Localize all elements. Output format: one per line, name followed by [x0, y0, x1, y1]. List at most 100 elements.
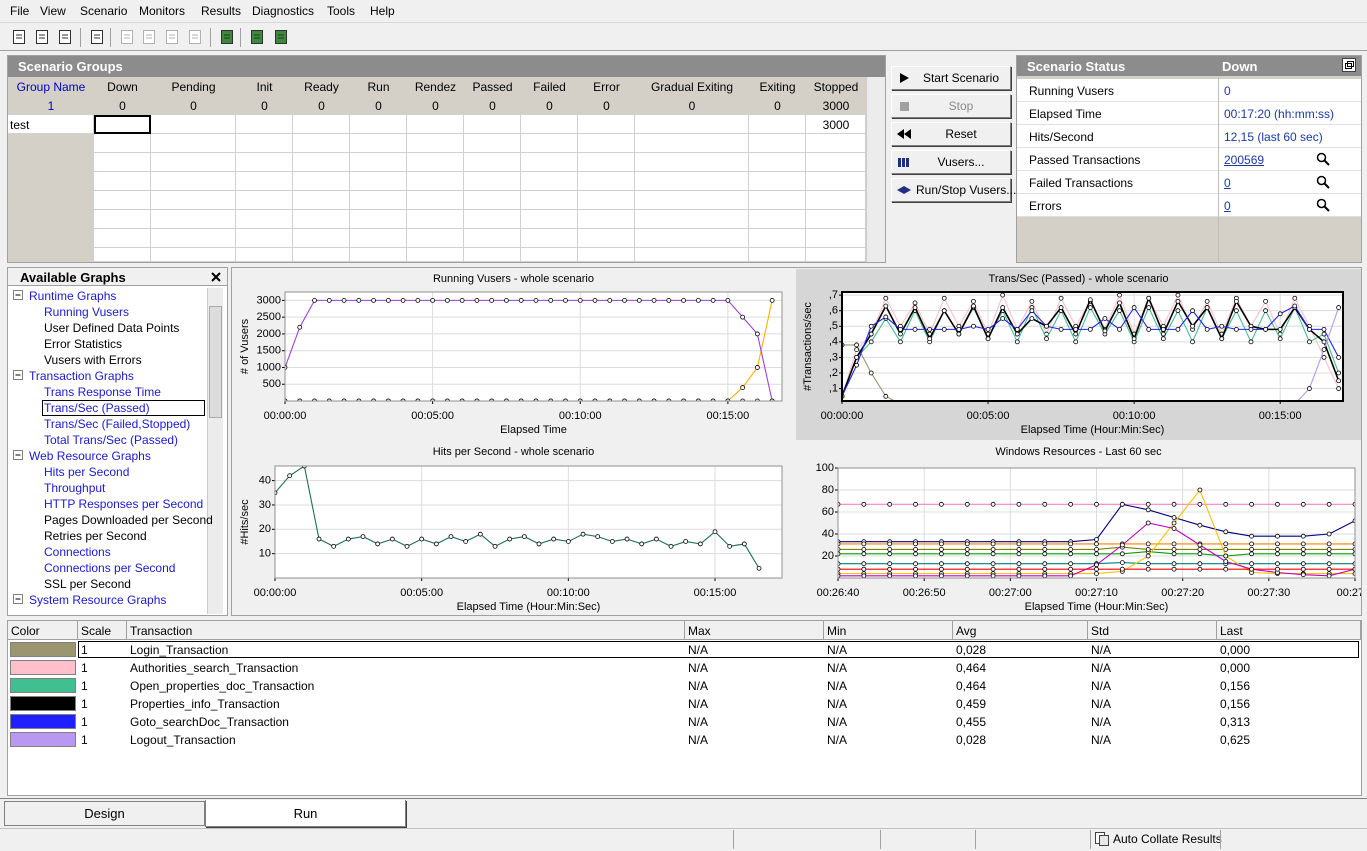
expander[interactable] — [13, 290, 24, 301]
table-cell[interactable]: 0,028 — [956, 643, 987, 657]
tree-group[interactable]: System Resource Graphs — [29, 593, 167, 607]
tree-item[interactable]: Running Vusers — [44, 305, 129, 319]
table-cell[interactable]: 0,455 — [956, 715, 987, 729]
toolbar-button[interactable] — [88, 28, 106, 46]
tree-item[interactable]: Error Statistics — [44, 337, 123, 351]
table-cell[interactable]: 0,000 — [1220, 643, 1251, 657]
table-cell[interactable]: N/A — [827, 697, 848, 711]
toolbar-button[interactable] — [218, 28, 236, 46]
table-cell[interactable]: N/A — [688, 643, 709, 657]
table-cell[interactable]: 1 — [81, 661, 88, 675]
status-value[interactable]: 200569 — [1224, 153, 1265, 167]
selected-cell[interactable] — [94, 115, 151, 134]
table-cell[interactable]: N/A — [688, 697, 709, 711]
tree-item[interactable]: SSL per Second — [44, 577, 131, 591]
chart[interactable]: Hits per Second - whole scenario Elapsed … — [233, 442, 794, 615]
tree-item[interactable]: Trans Response Time — [44, 385, 161, 399]
button-label[interactable]: Start Scenario — [922, 71, 1000, 85]
table-cell[interactable]: N/A — [688, 733, 709, 747]
menu-item[interactable]: View — [40, 4, 66, 18]
table-cell[interactable]: 1 — [81, 643, 88, 657]
button[interactable] — [891, 66, 1011, 90]
menu-item[interactable]: Scenario — [80, 4, 128, 18]
table-cell[interactable]: N/A — [1091, 661, 1112, 675]
table-cell[interactable]: 0,464 — [956, 661, 987, 675]
tree-item[interactable]: Pages Downloaded per Second — [44, 513, 213, 527]
tree-item[interactable]: Connections per Second — [44, 561, 176, 575]
tree-item[interactable]: Trans/Sec (Failed,Stopped) — [44, 417, 191, 431]
table-cell[interactable]: 0,313 — [1220, 715, 1251, 729]
status-value[interactable]: 0 — [1224, 176, 1231, 190]
scrollbar[interactable] — [866, 77, 885, 262]
table-cell[interactable]: 1 — [81, 715, 88, 729]
toolbar-button[interactable] — [186, 28, 204, 46]
tree-group[interactable]: Runtime Graphs — [29, 289, 117, 303]
menu-item[interactable]: Monitors — [139, 4, 186, 18]
tree-item[interactable]: Hits per Second — [44, 465, 130, 479]
table-cell[interactable]: Open_properties_doc_Transaction — [130, 679, 315, 693]
table-cell[interactable]: 0,156 — [1220, 679, 1251, 693]
expander[interactable] — [13, 370, 24, 381]
tab-label[interactable]: Design — [84, 806, 125, 821]
magnifier[interactable] — [1316, 198, 1330, 212]
table-cell[interactable]: N/A — [1091, 643, 1112, 657]
selected-row[interactable] — [78, 641, 1359, 658]
table-cell[interactable]: N/A — [827, 679, 848, 693]
table-cell[interactable]: N/A — [1091, 679, 1112, 693]
toolbar-button[interactable] — [248, 28, 266, 46]
table-cell[interactable]: Logout_Transaction — [130, 733, 236, 747]
table-cell[interactable]: 0,459 — [956, 697, 987, 711]
magnifier[interactable] — [1316, 175, 1330, 189]
table-cell[interactable]: Login_Transaction — [130, 643, 229, 657]
table-cell[interactable]: N/A — [1091, 733, 1112, 747]
table-cell[interactable]: Goto_searchDoc_Transaction — [130, 715, 289, 729]
toolbar-button[interactable] — [10, 28, 28, 46]
tree-item[interactable]: Connections — [44, 545, 111, 559]
table-cell[interactable]: 1 — [81, 679, 88, 693]
toolbar-button[interactable] — [163, 28, 181, 46]
menu-item[interactable]: File — [10, 4, 30, 18]
toolbar-button[interactable] — [56, 28, 74, 46]
table-cell[interactable]: Properties_info_Transaction — [130, 697, 280, 711]
tree-item[interactable]: Throughput — [44, 481, 106, 495]
button-label[interactable]: Run/Stop Vusers... — [916, 183, 1017, 197]
toolbar-button[interactable] — [272, 28, 290, 46]
chart[interactable]: Windows Resources - Last 60 sec Elapsed T… — [796, 442, 1361, 615]
scrollbar[interactable] — [207, 288, 223, 614]
menu-item[interactable]: Tools — [327, 4, 356, 18]
button-label[interactable]: Reset — [945, 127, 977, 141]
table-cell[interactable]: 1 — [81, 733, 88, 747]
table-cell[interactable]: 0,000 — [1220, 661, 1251, 675]
toolbar-button[interactable] — [140, 28, 158, 46]
table-cell[interactable]: N/A — [688, 661, 709, 675]
group-name[interactable]: test — [10, 118, 30, 132]
toolbar-button[interactable] — [118, 28, 136, 46]
expander[interactable] — [13, 594, 24, 605]
table-cell[interactable]: 0,464 — [956, 679, 987, 693]
tree-group[interactable]: Web Resource Graphs — [29, 449, 151, 463]
close-button[interactable] — [209, 270, 223, 284]
magnifier[interactable] — [1316, 152, 1330, 166]
table-cell[interactable]: N/A — [827, 643, 848, 657]
tree-item[interactable]: Vusers with Errors — [44, 353, 142, 367]
table-cell[interactable]: 0,156 — [1220, 697, 1251, 711]
chart[interactable]: Running Vusers - whole scenario Elapsed T… — [233, 269, 794, 440]
auto-collate[interactable]: Auto Collate Results — [1113, 832, 1222, 846]
tab[interactable] — [205, 800, 406, 827]
tree-item[interactable]: Retries per Second — [44, 529, 147, 543]
toolbar-button[interactable] — [33, 28, 51, 46]
table-cell[interactable]: N/A — [688, 679, 709, 693]
restore-button[interactable] — [1342, 58, 1357, 73]
table-cell[interactable]: Authorities_search_Transaction — [130, 661, 299, 675]
chart[interactable]: Trans/Sec (Passed) - whole scenario Elaps… — [796, 269, 1361, 440]
table-cell[interactable]: N/A — [1091, 715, 1112, 729]
table-cell[interactable]: N/A — [688, 715, 709, 729]
expander[interactable] — [13, 450, 24, 461]
table-cell[interactable]: N/A — [827, 661, 848, 675]
tree-item[interactable]: User Defined Data Points — [44, 321, 180, 335]
table-cell[interactable]: N/A — [827, 715, 848, 729]
tree-item[interactable]: Total Trans/Sec (Passed) — [44, 433, 179, 447]
table-cell[interactable]: N/A — [1091, 697, 1112, 711]
button[interactable] — [891, 150, 1011, 174]
tree-group[interactable]: Transaction Graphs — [29, 369, 134, 383]
